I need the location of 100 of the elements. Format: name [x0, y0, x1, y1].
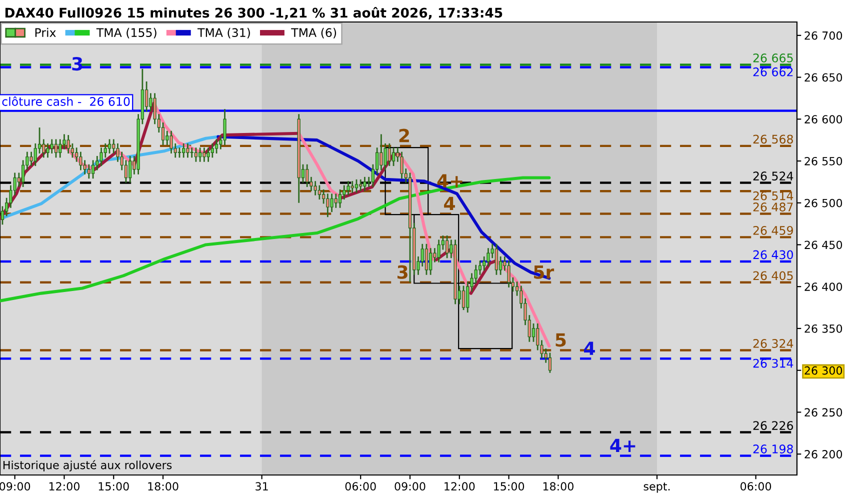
ref-line-label: 26 459: [753, 226, 793, 235]
x-tick-label: 09:00: [394, 482, 426, 491]
candlestick: [87, 164, 90, 180]
ref-line-label: 26 405: [753, 271, 793, 280]
candlestick: [306, 164, 309, 188]
candlestick: [108, 138, 112, 154]
annotation: 4: [444, 196, 455, 210]
ref-line-label: 26 314: [753, 358, 794, 368]
candlestick: [128, 155, 132, 184]
candlestick: [104, 142, 107, 158]
x-tick-label: 18:00: [148, 482, 178, 491]
candlestick: [161, 122, 165, 146]
annotation: 4+: [610, 438, 636, 452]
annotation: Historique ajusté aux rollovers: [3, 460, 172, 472]
candlestick: [486, 247, 490, 268]
legend-label: Prix: [35, 28, 56, 37]
candlestick: [50, 138, 54, 154]
candlestick: [170, 130, 173, 154]
candlestick: [334, 192, 338, 209]
candlestick: [79, 151, 82, 171]
candlestick: [400, 151, 404, 180]
ref-line-label: 26 430: [753, 250, 793, 260]
annotation: 3: [398, 265, 408, 279]
candlestick: [318, 184, 322, 200]
chart-title: DAX40 Full0926 15 minutes 26 300 -1,21 % 31 août 2026, 17:33:45: [5, 6, 502, 20]
candlestick: [380, 134, 383, 171]
candlestick: [91, 159, 95, 180]
y-tick-label: 26 500: [804, 198, 842, 208]
ref-line-label: 26 665: [753, 53, 793, 62]
candlestick: [420, 243, 424, 268]
annotation: 3: [72, 56, 82, 71]
candlestick: [326, 192, 330, 218]
ref-line-label: 26 514: [753, 191, 794, 200]
y-tick-label: 26 700: [804, 31, 842, 40]
x-tick-label: 15:00: [98, 482, 129, 491]
candlestick: [46, 142, 50, 158]
candlestick: [42, 138, 46, 158]
candlestick: [429, 247, 432, 276]
candlestick: [354, 178, 358, 194]
ref-line-label: 26 662: [753, 67, 793, 76]
legend-label: TMA (6): [291, 28, 336, 38]
candlestick: [536, 322, 540, 351]
candlestick: [198, 146, 202, 163]
ref-line-label: 26 524: [753, 172, 794, 180]
x-tick-label: 12:00: [444, 482, 475, 491]
candlestick: [112, 138, 116, 154]
candlestick: [359, 178, 362, 192]
candlestick: [190, 146, 194, 158]
y-tick-label: 26 300: [804, 366, 842, 375]
annotation: 2: [399, 128, 409, 142]
annotation: 5: [556, 333, 566, 347]
y-tick-label: 26 600: [804, 115, 842, 124]
x-tick-label: 15:00: [494, 482, 524, 491]
y-tick-label: 26 200: [804, 450, 842, 458]
annotation: 4+: [437, 174, 462, 188]
candlestick: [194, 146, 198, 163]
candlestick: [342, 184, 346, 200]
candlestick: [532, 322, 536, 343]
candlestick: [482, 256, 486, 272]
candlestick: [202, 146, 206, 163]
candlestick: [58, 138, 62, 158]
x-tick-label: 18:00: [543, 482, 574, 491]
y-tick-label: 26 250: [804, 408, 842, 417]
y-tick-label: 26 550: [804, 156, 842, 166]
candlestick: [466, 280, 470, 314]
candlestick: [182, 142, 186, 158]
candlestick: [206, 146, 210, 163]
candlestick: [392, 146, 396, 167]
y-tick-label: 26 350: [804, 324, 842, 333]
candlestick: [74, 146, 78, 163]
y-tick-label: 26 450: [804, 240, 842, 250]
candlestick: [186, 142, 190, 158]
candlestick: [494, 243, 498, 276]
ref-line-label: 26 226: [753, 421, 794, 430]
y-tick-label: 26 400: [804, 282, 842, 291]
candlestick: [30, 151, 33, 167]
ref-line-label: 26 198: [753, 444, 793, 454]
x-tick-label: 31: [256, 482, 268, 491]
candlestick: [166, 130, 169, 146]
x-tick-label: 09:00: [0, 482, 30, 491]
ref-line-label: 26 324: [753, 339, 794, 348]
candlestick: [314, 180, 317, 196]
candlestick: [96, 155, 99, 171]
candlestick: [445, 234, 449, 259]
candlestick: [66, 134, 70, 154]
candlestick: [462, 285, 466, 311]
legend-label: TMA (31): [197, 28, 250, 38]
candlestick: [21, 159, 25, 188]
candlestick: [34, 142, 37, 167]
candlestick: [322, 188, 326, 204]
candlestick: [478, 260, 482, 276]
x-tick-label: 06:00: [740, 482, 772, 491]
candlestick: [363, 176, 366, 192]
candlestick: [507, 260, 510, 288]
candlestick: [210, 142, 214, 158]
candlestick: [330, 192, 334, 213]
candlestick: [214, 138, 218, 154]
legend-label: TMA (155): [96, 28, 156, 38]
x-tick-label: 06:00: [345, 482, 376, 491]
x-tick-label: sept.: [644, 482, 670, 493]
